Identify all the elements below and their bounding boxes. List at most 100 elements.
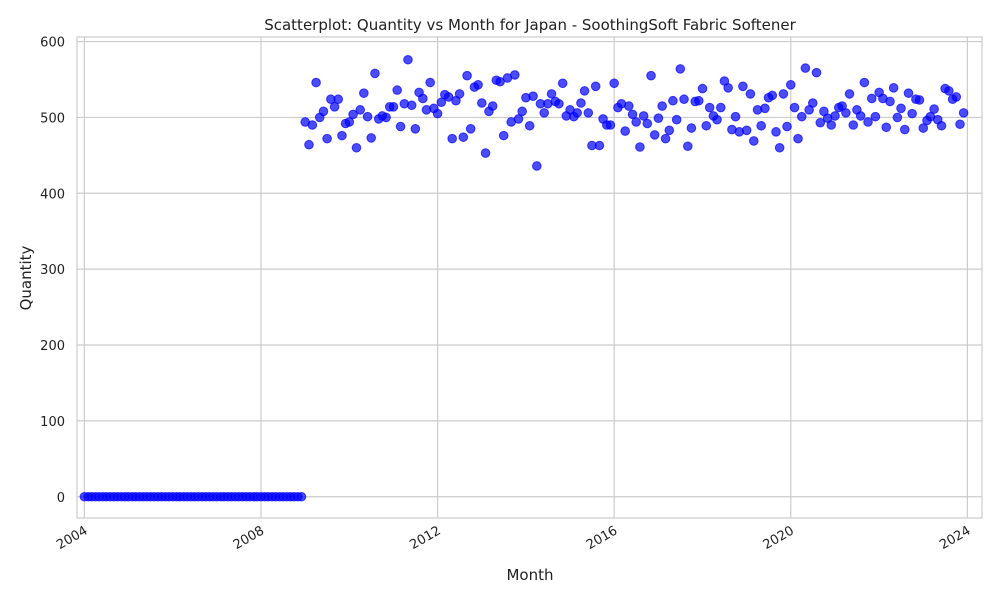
y-tick-label: 200 <box>40 339 65 354</box>
data-point <box>388 101 399 112</box>
data-point <box>355 105 366 115</box>
data-point <box>296 491 307 502</box>
data-point <box>738 81 748 92</box>
data-point <box>447 133 457 144</box>
data-point <box>583 108 594 118</box>
data-point <box>745 89 756 99</box>
data-point <box>432 108 443 119</box>
data-point <box>892 112 903 123</box>
x-tick-label: 2024 <box>937 523 973 553</box>
data-point <box>830 111 840 121</box>
data-points <box>79 54 969 502</box>
data-point <box>903 88 914 98</box>
data-point <box>480 148 491 158</box>
data-point <box>436 97 447 108</box>
data-point <box>896 103 906 114</box>
data-point <box>807 98 818 108</box>
data-point <box>955 119 965 130</box>
data-point <box>767 90 778 101</box>
data-point <box>653 113 664 123</box>
data-point <box>657 101 667 111</box>
data-point <box>554 98 564 109</box>
grid <box>77 37 982 518</box>
data-point <box>859 77 870 88</box>
data-point <box>811 67 822 78</box>
y-axis-ticks: 0 100 200 300 400 500 600 <box>40 36 65 506</box>
y-tick-label: 300 <box>40 263 65 278</box>
data-point <box>649 130 660 140</box>
data-point <box>609 78 619 89</box>
data-point <box>348 109 358 120</box>
data-point <box>748 136 759 146</box>
data-point <box>473 79 483 90</box>
data-point <box>546 89 557 99</box>
data-point <box>510 70 520 80</box>
data-point <box>631 117 641 127</box>
data-point <box>410 123 421 134</box>
y-tick-label: 400 <box>40 187 65 202</box>
data-point <box>495 76 505 87</box>
data-point <box>366 133 377 143</box>
y-tick-label: 500 <box>40 111 65 126</box>
data-point <box>881 122 892 133</box>
data-point <box>532 161 542 171</box>
data-point <box>664 125 675 136</box>
data-point <box>701 120 712 131</box>
data-point <box>789 102 800 113</box>
data-point <box>362 111 373 122</box>
x-axis-ticks: 2004 2008 2012 2016 2020 2024 <box>54 523 973 553</box>
data-point <box>646 70 656 81</box>
data-point <box>406 100 417 111</box>
data-point <box>800 63 811 73</box>
data-point <box>477 98 487 108</box>
data-point <box>826 120 837 130</box>
data-point <box>524 120 535 131</box>
x-tick-label: 2012 <box>407 523 443 553</box>
data-point <box>635 142 645 152</box>
data-point <box>841 108 851 118</box>
plot-frame <box>76 36 983 519</box>
data-point <box>855 111 866 121</box>
data-point <box>576 98 586 108</box>
data-point <box>899 124 910 135</box>
data-point <box>796 111 807 122</box>
data-point <box>642 118 653 129</box>
data-point <box>741 125 752 136</box>
data-point <box>590 81 601 92</box>
data-point <box>517 106 527 117</box>
data-point <box>605 120 616 130</box>
data-point <box>528 91 538 101</box>
data-point <box>693 95 704 106</box>
data-point <box>638 111 649 121</box>
data-point <box>418 93 428 104</box>
data-point <box>620 126 630 136</box>
y-axis-label: Quantity <box>17 245 35 310</box>
data-point <box>337 130 347 141</box>
data-point <box>907 108 917 119</box>
data-point <box>682 141 693 152</box>
y-tick-label: 600 <box>40 36 65 51</box>
data-point <box>936 120 947 131</box>
data-point <box>888 83 899 93</box>
data-point <box>730 111 741 122</box>
y-tick-label: 100 <box>40 415 65 430</box>
data-point <box>539 108 549 118</box>
data-point <box>351 142 362 153</box>
data-point <box>513 114 524 124</box>
data-point <box>425 77 436 88</box>
data-point <box>785 79 796 90</box>
chart-title: Scatterplot: Quantity vs Month for Japan… <box>264 16 796 34</box>
data-point <box>395 121 406 132</box>
data-point <box>329 101 340 112</box>
data-point <box>572 108 582 118</box>
data-point <box>885 96 895 107</box>
data-point <box>594 140 605 151</box>
data-point <box>844 89 855 99</box>
data-point <box>929 104 939 114</box>
data-point <box>344 117 355 127</box>
data-point <box>579 86 590 96</box>
data-point <box>679 94 689 105</box>
data-point <box>697 83 708 94</box>
data-point <box>774 142 785 153</box>
